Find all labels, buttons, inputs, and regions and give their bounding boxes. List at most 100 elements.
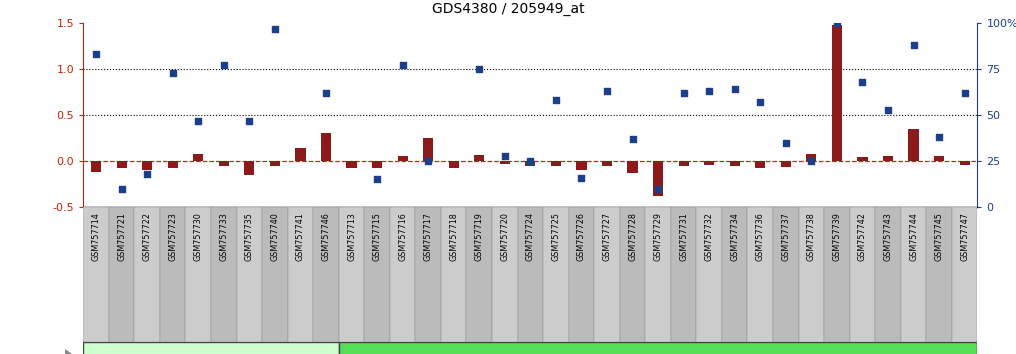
Point [752,99,768,105]
Text: GSM757729: GSM757729 [653,212,662,262]
Bar [729,161,740,166]
Point [829,20,845,26]
Bar [237,207,262,342]
Bar [601,161,612,166]
Bar [704,161,714,165]
Point [215,63,232,68]
Bar [160,207,186,342]
Bar [321,133,331,161]
Bar [372,161,382,167]
Bar [117,161,127,169]
Text: GSM757726: GSM757726 [577,212,586,261]
Bar [474,155,485,161]
Bar [780,161,790,167]
Bar [338,207,365,342]
Text: GSM757734: GSM757734 [731,212,740,261]
Bar [397,156,407,161]
Bar [296,148,306,161]
Text: GSM757742: GSM757742 [858,212,867,261]
Point [318,90,334,96]
Point [625,136,641,142]
Point [139,171,155,177]
Text: GSM757737: GSM757737 [781,212,790,261]
Bar [653,161,663,196]
Text: GSM757741: GSM757741 [296,212,305,261]
Bar [927,207,952,342]
Point [446,7,462,13]
Point [573,175,589,181]
Point [726,86,743,92]
Text: GSM757715: GSM757715 [373,212,382,261]
Text: GSM757740: GSM757740 [270,212,279,261]
Bar [679,161,689,166]
Bar [934,156,944,161]
Bar [544,207,569,342]
Text: GSM757716: GSM757716 [398,212,407,261]
Text: GSM757739: GSM757739 [832,212,841,261]
Bar [134,207,160,342]
Text: GSM757745: GSM757745 [935,212,944,261]
Bar [211,207,237,342]
Bar [875,207,901,342]
Point [650,186,666,192]
Text: GDS4380 / 205949_at: GDS4380 / 205949_at [432,2,584,16]
Bar [390,207,416,342]
Text: GSM757727: GSM757727 [602,212,612,262]
Text: GSM757744: GSM757744 [909,212,918,261]
Point [293,2,309,7]
Point [854,79,871,85]
Point [394,63,410,68]
Point [165,70,181,75]
Bar [525,161,535,166]
Bar [908,129,918,161]
Bar [576,161,586,170]
Point [548,97,564,103]
Text: GSM757724: GSM757724 [526,212,534,261]
Text: GSM757718: GSM757718 [449,212,458,261]
Text: GSM757717: GSM757717 [424,212,433,261]
Bar [244,161,254,175]
Bar [466,207,492,342]
Text: GSM757747: GSM757747 [960,212,969,261]
Text: GSM757723: GSM757723 [169,212,177,261]
Bar [901,207,927,342]
Bar [569,207,594,342]
Bar [218,161,229,166]
Bar [109,207,134,342]
Bar [799,207,824,342]
Bar [858,158,868,161]
Polygon shape [65,349,83,354]
Point [114,186,130,192]
Point [267,26,283,32]
Point [88,51,105,57]
Bar [83,207,109,342]
Bar [824,207,849,342]
Point [420,158,436,164]
Point [777,140,793,145]
Bar [620,207,645,342]
Text: GSM757720: GSM757720 [500,212,509,261]
Text: GSM757714: GSM757714 [91,212,101,261]
Bar [722,207,748,342]
Point [241,118,257,124]
Text: GSM757728: GSM757728 [628,212,637,261]
Bar [262,207,288,342]
Text: GSM757713: GSM757713 [347,212,356,261]
Text: GSM757743: GSM757743 [884,212,892,261]
Text: GSM757722: GSM757722 [142,212,151,262]
Bar [91,161,102,172]
Point [880,107,896,112]
Text: GSM757721: GSM757721 [117,212,126,261]
Text: GSM757719: GSM757719 [474,212,484,261]
Bar [671,207,696,342]
Text: GSM757731: GSM757731 [679,212,688,261]
Point [598,88,615,94]
Text: GSM757736: GSM757736 [756,212,765,261]
Bar [142,161,152,170]
Bar [773,207,799,342]
Text: GSM757730: GSM757730 [194,212,203,261]
Text: GSM757733: GSM757733 [219,212,229,261]
Bar [832,25,842,161]
Bar [551,161,561,166]
Bar [441,207,466,342]
